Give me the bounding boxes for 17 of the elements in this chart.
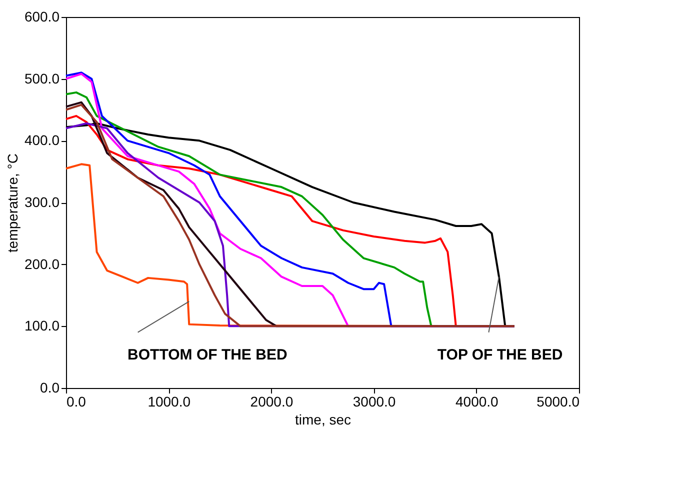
y-tick-label: 500.0: [24, 70, 60, 86]
y-tick-label: 400.0: [24, 132, 60, 148]
y-tick-label: 300.0: [24, 194, 60, 210]
x-tick-label: 2000.0: [250, 394, 294, 410]
y-tick-label: 100.0: [24, 318, 60, 334]
x-tick-label: 4000.0: [455, 394, 499, 410]
annotation: BOTTOM OF THE BED: [128, 346, 288, 364]
y-tick-label: 0.0: [40, 380, 60, 396]
x-axis-title: time, sec: [294, 412, 352, 428]
x-tick-label: 0.0: [66, 394, 86, 410]
x-tick-label: 1000.0: [148, 394, 191, 410]
y-axis-title: temperature, °C: [4, 154, 20, 252]
y-tick-label: 600.0: [24, 8, 60, 24]
y-tick-label: 200.0: [24, 256, 60, 272]
x-tick-label: 3000.0: [352, 394, 396, 410]
x-tick-label: 5000.0: [536, 394, 580, 410]
annotation: TOP OF THE BED: [437, 346, 563, 364]
